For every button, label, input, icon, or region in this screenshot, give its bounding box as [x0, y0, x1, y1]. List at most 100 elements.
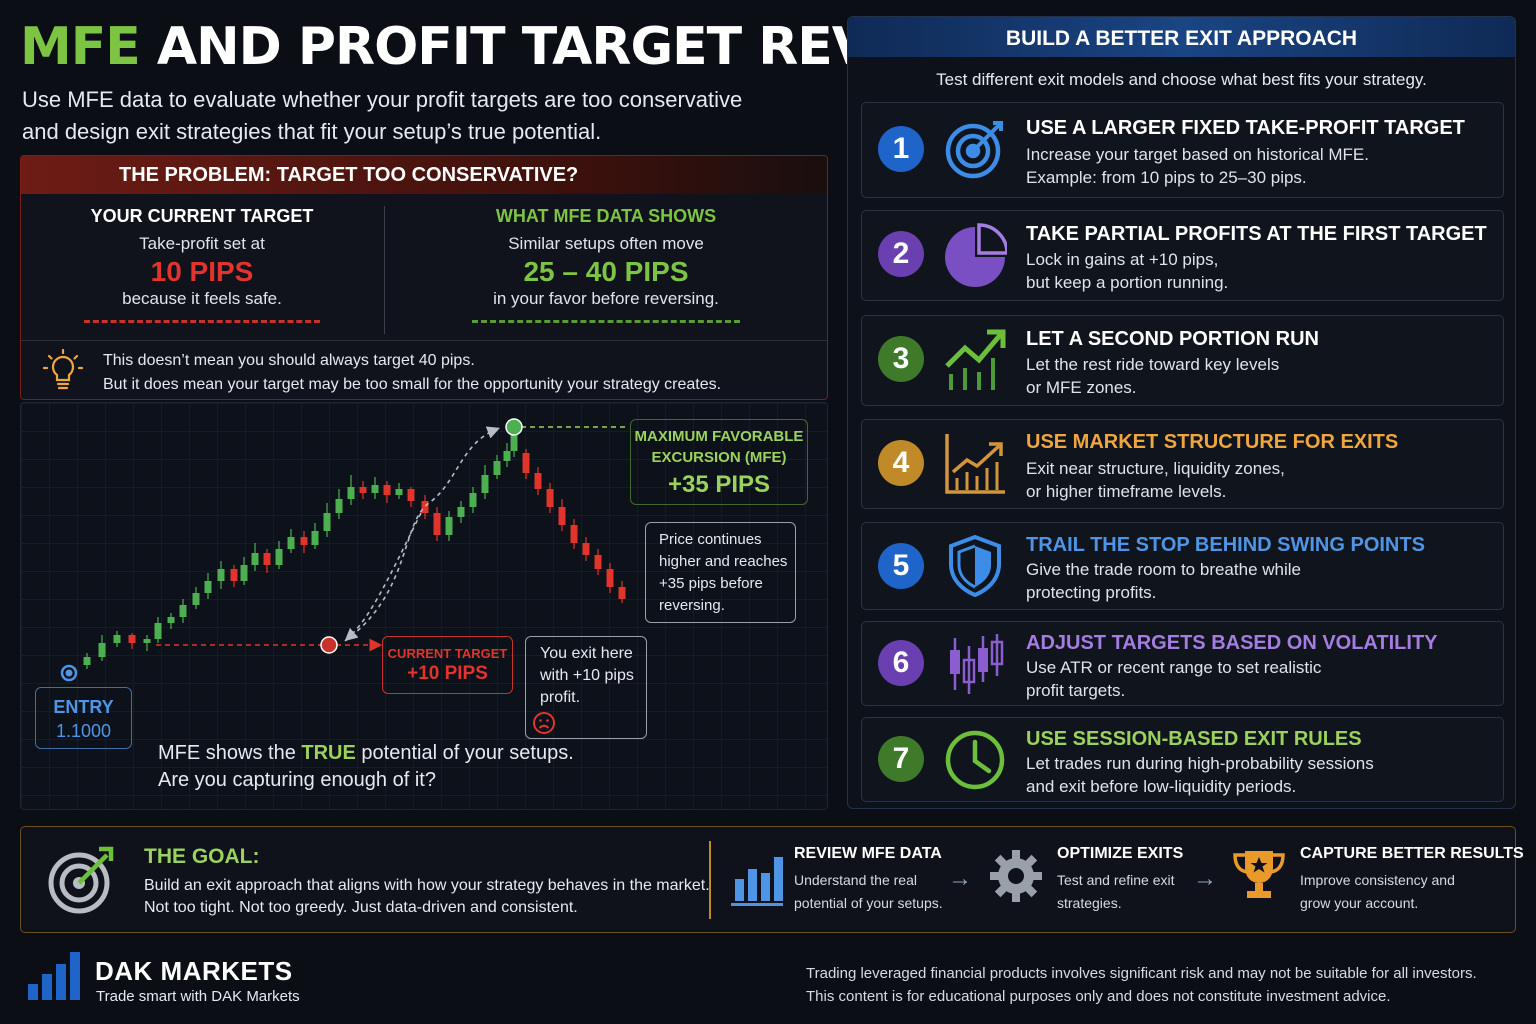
bullish-candle — [481, 475, 489, 493]
shield-icon — [949, 534, 1001, 598]
arrow-right-icon: → — [1193, 865, 1217, 892]
step-title: USE MARKET STRUCTURE FOR EXITS — [1026, 431, 1399, 453]
goal-text: Build an exit approach that aligns with … — [144, 875, 710, 919]
bullish-candle — [347, 487, 355, 499]
current-target-column: YOUR CURRENT TARGET Take-profit set at 1… — [21, 204, 383, 323]
risk-disclaimer: Trading leveraged financial products inv… — [806, 962, 1477, 1008]
bullish-candle — [287, 537, 295, 549]
goal-step-desc: Test and refine exit strategies. — [1057, 869, 1175, 915]
bearish-candle — [570, 525, 578, 543]
bullish-candle — [98, 643, 106, 657]
goal-step-desc: Understand the real potential of your set… — [794, 869, 943, 915]
goal-step-title: OPTIMIZE EXITS — [1057, 845, 1184, 862]
trophy-icon — [1233, 851, 1285, 898]
price-chart-panel: ENTRY 1.1000 CURRENT TARGET +10 PIPS You… — [20, 402, 828, 810]
bullish-candle — [192, 593, 200, 605]
bullish-candle — [503, 451, 511, 461]
step-desc: Give the trade room to breathe while prot… — [1026, 558, 1301, 604]
step-desc-line: or MFE zones. — [1026, 378, 1137, 397]
problem-panel: THE PROBLEM: TARGET TOO CONSERVATIVE? YO… — [20, 155, 828, 400]
brand-name: DAK MARKETS — [95, 956, 293, 986]
step-card-2: 2 TAKE PARTIAL PROFITS AT THE FIRST TARG… — [861, 210, 1504, 301]
continue-note-line: reversing. — [659, 597, 725, 614]
problem-note-line1: This doesn’t mean you should always targ… — [103, 352, 475, 369]
trend-up-icon — [945, 329, 1006, 390]
pie-chart-icon — [945, 223, 1007, 287]
step-title: TAKE PARTIAL PROFITS AT THE FIRST TARGET — [1026, 223, 1487, 245]
bearish-candle — [421, 501, 429, 513]
step-card-4: 4 USE MARKET STRUCTURE FOR EXITS Exit ne… — [861, 419, 1504, 509]
step-desc-line: protecting profits. — [1026, 583, 1157, 602]
bearish-candle — [230, 569, 238, 581]
step-title: ADJUST TARGETS BASED ON VOLATILITY — [1026, 632, 1438, 654]
step-card-5: 5 TRAIL THE STOP BEHIND SWING POINTS Giv… — [861, 522, 1504, 610]
step-card-3: 3 LET A SECOND PORTION RUN Let the rest … — [861, 315, 1504, 406]
current-target-box: CURRENT TARGET +10 PIPS — [382, 636, 513, 694]
step-desc-line: Use ATR or recent range to set realistic — [1026, 658, 1322, 677]
title-rest: AND PROFIT TARGET REVIEW — [139, 17, 981, 77]
bullish-candle — [251, 553, 259, 565]
lightbulb-icon — [43, 349, 83, 390]
step-card-7: 7 USE SESSION-BASED EXIT RULES Let trade… — [861, 717, 1504, 802]
step-title: USE A LARGER FIXED TAKE-PROFIT TARGET — [1026, 117, 1465, 139]
exit-approach-heading: BUILD A BETTER EXIT APPROACH — [848, 17, 1515, 57]
bullish-candle — [217, 569, 225, 581]
caption-mfe: MFE — [158, 742, 201, 764]
step-number: 3 — [878, 336, 924, 382]
step-desc-line: and exit before low-liquidity periods. — [1026, 777, 1297, 796]
exit-approach-subheading: Test different exit models and choose wh… — [936, 70, 1427, 89]
bullish-candle — [83, 657, 91, 665]
page-subtitle: Use MFE data to evaluate whether your pr… — [22, 84, 812, 148]
entry-marker-dot — [65, 669, 73, 677]
goal-step-title: REVIEW MFE DATA — [794, 845, 942, 862]
step-desc-line: profit targets. — [1026, 681, 1126, 700]
mfe-box: MAXIMUM FAVORABLE EXCURSION (MFE) +35 PI… — [630, 419, 808, 505]
goal-step-desc: Improve consistency and grow your account… — [1300, 869, 1455, 915]
bullish-candle — [113, 635, 121, 643]
bearish-candle — [433, 513, 441, 535]
mfe-box-value: +35 PIPS — [667, 471, 771, 498]
bullish-candle — [493, 461, 501, 475]
bullish-candle — [167, 617, 175, 623]
caption-part: potential of your setups. — [355, 742, 574, 764]
subtitle-line-2: and design exit strategies that fit your… — [22, 119, 602, 144]
clock-icon — [945, 730, 1005, 790]
goal-bar: THE GOAL: Build an exit approach that al… — [20, 826, 1524, 933]
return-arrow — [344, 512, 422, 642]
bar-chart-icon — [945, 434, 1005, 494]
current-target-line1: Take-profit set at — [139, 234, 265, 253]
step-card-1: 1 USE A LARGER FIXED TAKE-PROFIT TARGET … — [861, 102, 1504, 198]
entry-label: ENTRY — [53, 697, 114, 717]
bearish-candle — [558, 507, 566, 525]
entry-label-box: ENTRY 1.1000 — [35, 687, 132, 749]
mfe-box-label-1: MAXIMUM FAVORABLE — [634, 428, 804, 445]
exit-note-line: profit. — [540, 689, 581, 706]
bearish-candle — [407, 489, 415, 501]
step-desc-line: Increase your target based on historical… — [1026, 145, 1369, 164]
goal-step-desc-line: grow your account. — [1300, 895, 1419, 911]
bearish-candle — [546, 489, 554, 507]
brand-tagline: Trade smart with DAK Markets — [96, 988, 300, 1005]
goal-step-desc-line: Test and refine exit — [1057, 872, 1175, 888]
step-desc-line: Give the trade room to breathe while — [1026, 560, 1301, 579]
bar-chart-icon — [731, 857, 783, 906]
caption-part: shows the — [200, 742, 302, 764]
continue-note-line: Price continues — [659, 531, 762, 548]
bearish-candle — [128, 635, 136, 643]
step-number: 2 — [878, 231, 924, 277]
mfe-data-title: WHAT MFE DATA SHOWS — [495, 206, 717, 226]
green-dashed-divider — [472, 320, 740, 323]
page-title: MFE AND PROFIT TARGET REVIEW — [20, 14, 981, 80]
sad-face-icon — [533, 712, 555, 734]
current-target-title: YOUR CURRENT TARGET — [90, 206, 314, 226]
bullish-candle — [323, 513, 331, 531]
continue-note-line: +35 pips before — [659, 575, 763, 592]
step-number: 1 — [878, 126, 924, 172]
bearish-candle — [300, 537, 308, 545]
arrow-right-icon: → — [948, 865, 972, 892]
step-desc-line: Let trades run during high-probability s… — [1026, 754, 1374, 773]
step-card-6: 6 ADJUST TARGETS BASED ON VOLATILITY Use… — [861, 621, 1504, 706]
bearish-candle — [263, 553, 271, 565]
chart-caption: MFE shows the TRUE potential of your set… — [158, 740, 574, 794]
disclaimer-line1: Trading leveraged financial products inv… — [806, 965, 1477, 982]
